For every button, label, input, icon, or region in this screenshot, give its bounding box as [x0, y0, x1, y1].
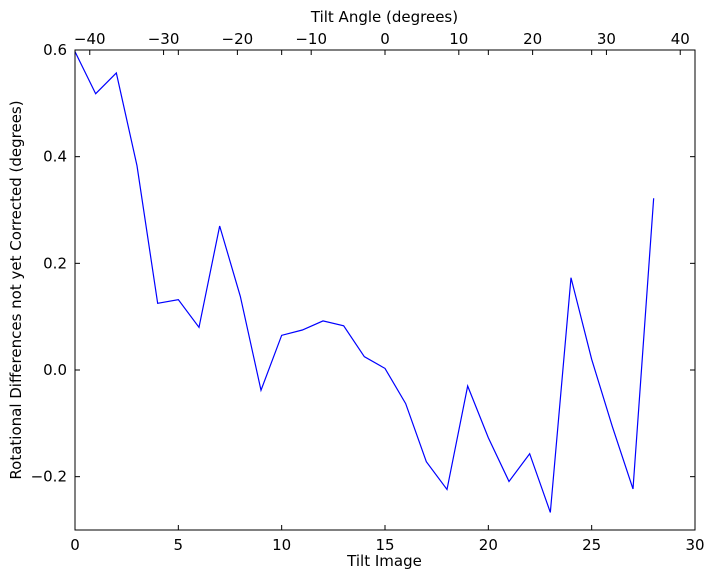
top-x-tick-label: 40 — [671, 30, 690, 48]
top-x-axis-label: Tilt Angle (degrees) — [310, 8, 458, 26]
x-tick-label: 30 — [685, 536, 704, 554]
series-line — [74, 51, 655, 513]
x-tick-label: 25 — [582, 536, 601, 554]
x-tick-label: 15 — [375, 536, 394, 554]
y-axis-label: Rotational Differences not yet Corrected… — [7, 100, 25, 479]
top-x-tick-label: 0 — [380, 30, 390, 48]
top-x-tick-label: −30 — [148, 30, 180, 48]
y-tick-label: −0.2 — [31, 468, 67, 486]
x-tick-label: 20 — [479, 536, 498, 554]
x-axis-label: Tilt Image — [346, 552, 422, 570]
x-tick-label: 10 — [272, 536, 291, 554]
top-x-tick-label: −10 — [295, 30, 327, 48]
top-x-tick-label: 10 — [449, 30, 468, 48]
x-tick-label: 5 — [174, 536, 184, 554]
tick-layer: 0 5 10 15 20 25 30 −40 −30 −20 −10 0 10 20 30 40 −0.2 0.0… — [31, 30, 705, 554]
y-tick-label: 0.0 — [43, 361, 67, 379]
y-tick-label: 0.6 — [43, 41, 67, 59]
plot-frame — [74, 49, 696, 531]
series-layer — [74, 51, 655, 513]
top-x-tick-label: −20 — [222, 30, 254, 48]
top-x-tick-label: 20 — [523, 30, 542, 48]
x-tick-label: 0 — [70, 536, 80, 554]
top-x-tick-label: 30 — [597, 30, 616, 48]
y-tick-label: 0.2 — [43, 254, 67, 272]
y-tick-label: 0.4 — [43, 148, 67, 166]
top-x-tick-label: −40 — [74, 30, 106, 48]
